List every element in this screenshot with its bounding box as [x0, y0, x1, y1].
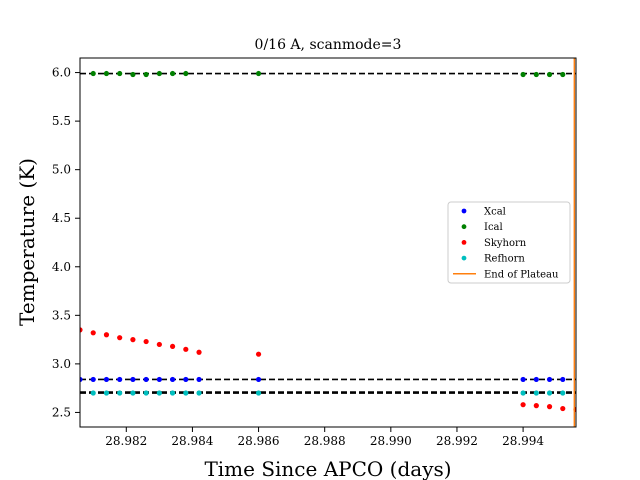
legend-label-end-of-plateau: End of Plateau — [484, 269, 559, 280]
skyhorn-point — [533, 403, 539, 409]
skyhorn-point — [520, 402, 526, 408]
skyhorn-point — [169, 343, 176, 350]
legend-marker-skyhorn — [461, 240, 467, 245]
refhorn-point — [169, 390, 176, 396]
reference-lines — [80, 72, 576, 394]
legend-marker-xcal — [461, 208, 467, 214]
refhorn-point — [156, 390, 162, 396]
ical-point — [183, 70, 189, 77]
y-tick-label: 3.5 — [52, 308, 71, 322]
refhorn-point — [520, 390, 526, 396]
xcal-point — [156, 376, 162, 383]
refhorn-point — [90, 390, 96, 396]
legend-box — [447, 201, 571, 284]
refhorn-point — [183, 390, 189, 396]
refhorn-point — [117, 390, 123, 396]
y-axis-label: Temperature (K) — [15, 158, 39, 326]
xcal-point — [560, 376, 566, 383]
legend-label-xcal: Xcal — [484, 207, 506, 218]
y-tick-label: 3.0 — [52, 357, 71, 371]
xcal-point — [90, 376, 96, 383]
y-tick-label: 4.5 — [52, 211, 71, 225]
refhorn-point — [130, 390, 136, 396]
x-axis-label: Time Since APCO (days) — [204, 457, 451, 480]
legend-label-ical: Ical — [484, 222, 503, 233]
xcal-point — [80, 376, 83, 383]
y-axis-ticks: 2.5 3.0 3.5 4.0 4.5 5.0 5.5 6.0 — [52, 66, 80, 419]
refhorn-point — [143, 390, 149, 396]
refhorn-point — [560, 390, 566, 396]
ical-point — [103, 70, 110, 77]
x-axis-ticks: 28.982 28.984 28.986 28.988 28.990 28.992 28.9… — [105, 427, 544, 448]
plot-frame — [79, 57, 577, 428]
legend-marker-refhorn — [461, 255, 467, 261]
ical-point — [130, 71, 136, 78]
ical-point — [156, 70, 162, 77]
ical-point — [255, 70, 262, 77]
xcal-point — [169, 376, 176, 383]
xcal-point — [196, 376, 202, 383]
xcal-point — [520, 376, 526, 383]
refhorn-point — [546, 390, 553, 396]
ical-point — [533, 71, 539, 78]
skyhorn-point — [143, 338, 149, 345]
legend-label-refhorn: Refhorn — [484, 254, 525, 265]
y-tick-label: 2.5 — [52, 405, 71, 419]
x-tick-label: 28.988 — [304, 434, 346, 448]
x-tick-label: 28.994 — [502, 434, 544, 448]
ical-point — [143, 71, 149, 78]
y-tick-label: 4.0 — [52, 260, 71, 274]
xcal-point — [130, 376, 136, 383]
legend: Xcal Ical Skyhorn Refhorn End of Plateau — [447, 201, 571, 284]
refhorn-point — [255, 390, 262, 396]
xcal-point — [546, 376, 553, 383]
xcal-point — [143, 376, 149, 383]
xcal-point — [255, 376, 262, 383]
xcal-point — [117, 376, 123, 383]
data-points — [80, 70, 576, 413]
legend-label-skyhorn: Skyhorn — [484, 238, 527, 249]
skyhorn-point — [183, 346, 189, 352]
y-tick-label: 5.5 — [52, 114, 71, 128]
ical-point — [546, 71, 553, 78]
skyhorn-point — [80, 327, 83, 333]
skyhorn-point — [255, 351, 262, 357]
xcal-point — [103, 376, 110, 383]
skyhorn-point — [117, 335, 123, 341]
x-tick-label: 28.986 — [238, 434, 280, 448]
skyhorn-point — [546, 404, 553, 410]
ical-point — [90, 70, 96, 77]
ical-point — [117, 70, 123, 77]
ical-point — [520, 71, 526, 78]
x-tick-label: 28.984 — [171, 434, 213, 448]
refhorn-point — [103, 390, 110, 396]
refhorn-point — [196, 390, 202, 396]
chart-title: 0/16 A, scanmode=3 — [255, 37, 402, 53]
x-tick-label: 28.982 — [105, 434, 147, 448]
ical-point — [169, 70, 176, 77]
xcal-point — [533, 376, 539, 383]
skyhorn-point — [196, 349, 202, 355]
x-tick-label: 28.992 — [436, 434, 478, 448]
skyhorn-point — [156, 341, 162, 348]
skyhorn-point — [90, 330, 96, 336]
x-tick-label: 28.990 — [370, 434, 412, 448]
y-tick-label: 6.0 — [52, 66, 71, 80]
refhorn-point — [533, 390, 539, 396]
skyhorn-point — [103, 332, 110, 338]
legend-marker-ical — [461, 224, 467, 230]
skyhorn-point — [560, 405, 566, 412]
y-tick-label: 5.0 — [52, 163, 71, 177]
ical-point — [560, 71, 566, 78]
xcal-point — [183, 376, 189, 383]
skyhorn-point — [130, 337, 136, 343]
